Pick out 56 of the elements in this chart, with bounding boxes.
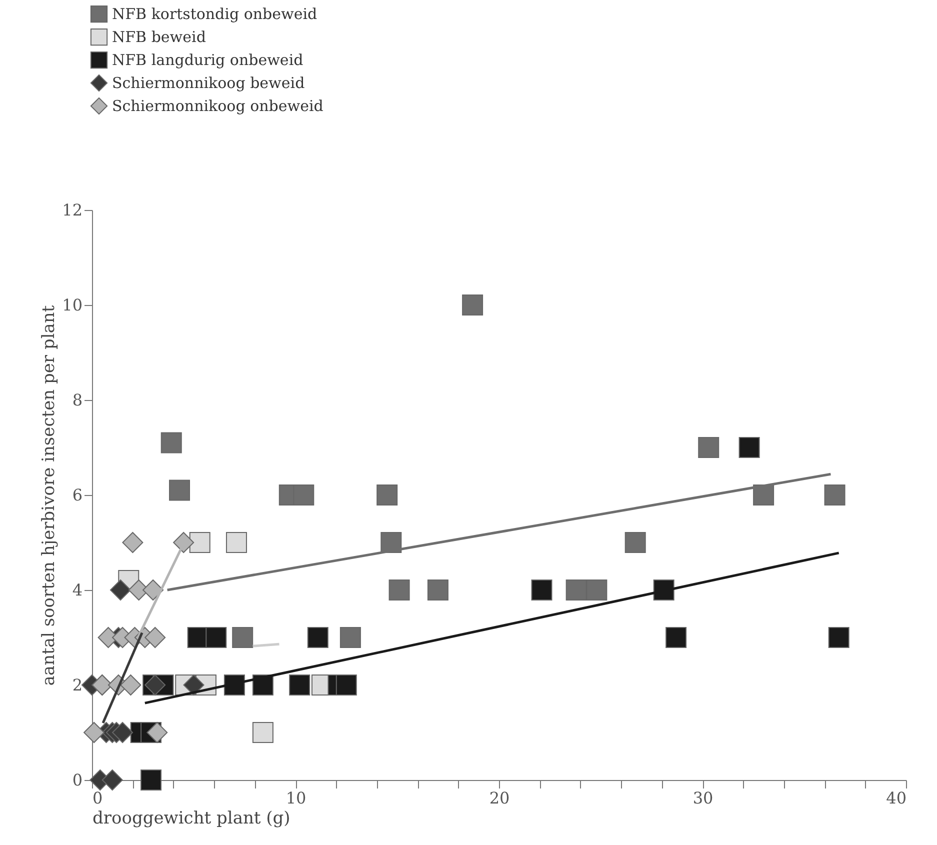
y-tick-label: 12	[62, 200, 82, 220]
legend-label: NFB langdurig onbeweid	[112, 51, 304, 69]
y-tick-label: 4	[72, 580, 82, 600]
point	[828, 627, 850, 648]
point	[666, 627, 687, 648]
point	[753, 484, 774, 506]
legend-label: Schiermonnikoog onbeweid	[112, 97, 324, 115]
point	[110, 580, 131, 600]
y-axis-title: aantal soorten hjerbivore insecten per plant	[39, 305, 60, 686]
point	[160, 432, 182, 454]
point	[336, 674, 357, 696]
point	[252, 722, 274, 743]
point	[307, 627, 328, 648]
y-tick-label: 0	[72, 770, 82, 790]
point	[122, 532, 144, 553]
point	[586, 580, 608, 600]
point	[169, 480, 190, 501]
x-tick-label: 0	[92, 788, 103, 808]
point	[289, 674, 310, 696]
point	[84, 722, 105, 743]
y-tick-label: 6	[72, 486, 82, 504]
legend-label: Schiermonnikoog beweid	[112, 74, 306, 92]
x-axis-title: drooggewicht plant (g)	[92, 808, 290, 828]
point	[698, 437, 720, 458]
x-tick-label: 30	[692, 788, 714, 808]
point	[624, 532, 646, 553]
point	[206, 627, 227, 648]
point	[120, 674, 142, 696]
point	[112, 722, 134, 743]
point	[142, 580, 164, 600]
x-tick-label: 40	[886, 788, 906, 808]
y-tick-label: 8	[72, 390, 82, 410]
point	[140, 770, 162, 790]
point	[232, 627, 254, 648]
point	[102, 770, 123, 790]
point	[340, 627, 361, 648]
point	[738, 437, 760, 458]
x-tick-label: 10	[286, 788, 306, 808]
point	[146, 722, 168, 743]
point	[462, 294, 484, 316]
legend-label: NFB beweid	[112, 28, 206, 46]
point	[173, 532, 194, 553]
y-tick-label: 2	[72, 676, 82, 694]
legend-label: NFB kortstondig onbeweid	[112, 5, 318, 23]
point	[376, 484, 398, 506]
point	[144, 627, 166, 648]
point	[388, 580, 410, 600]
point	[531, 580, 552, 600]
point	[293, 484, 314, 506]
point	[189, 532, 210, 553]
y-tick-label: 10	[62, 296, 82, 314]
x-tick-label: 20	[489, 788, 510, 808]
point	[226, 532, 247, 553]
point	[566, 580, 587, 600]
point	[427, 580, 448, 600]
point	[824, 484, 846, 506]
